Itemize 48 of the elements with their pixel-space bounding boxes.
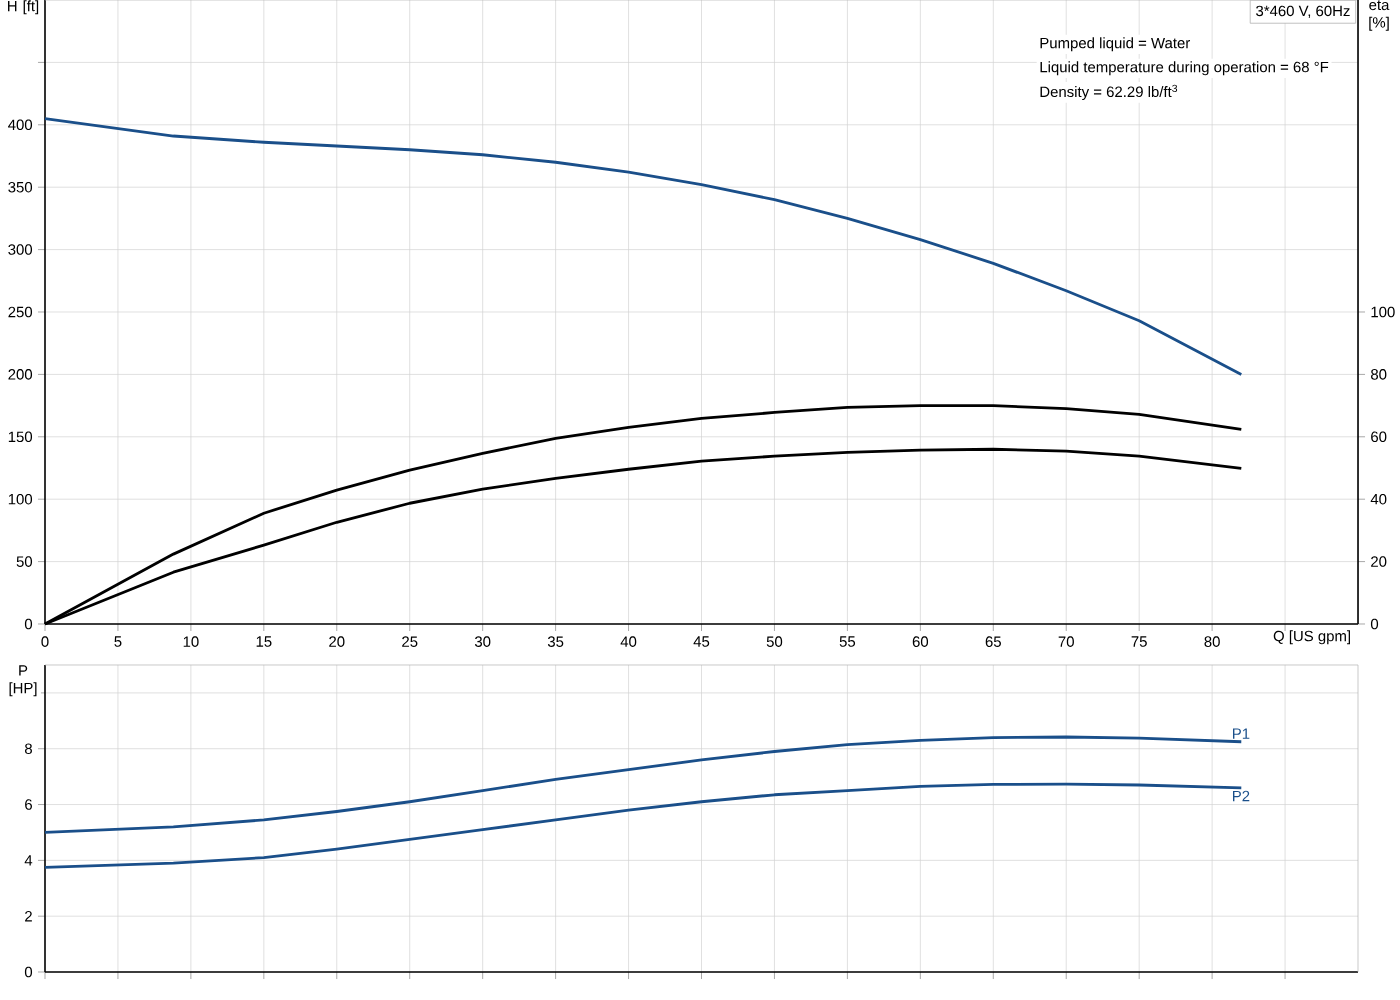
x-tick-label: 5	[114, 636, 122, 647]
y-tick-label: 300	[8, 244, 33, 255]
y-tick-label: 0	[24, 966, 33, 978]
x-tick-label: 80	[1204, 636, 1220, 647]
x-tick-label: 35	[547, 636, 564, 647]
series-label: P2	[1233, 790, 1250, 802]
x-tick-label: 20	[329, 636, 345, 647]
y2-tick-label: 60	[1371, 431, 1387, 443]
annotation: Density = 62.29 lb/ft$^{3}$	[1040, 84, 1178, 101]
line-series	[43, 117, 1243, 376]
x-tick-label: 25	[402, 636, 418, 647]
x-tick-label: 55	[839, 636, 856, 647]
x-tick-label: 75	[1131, 636, 1147, 647]
y2-tick-label: 80	[1371, 369, 1387, 380]
y2-tick-label: 20	[1371, 556, 1387, 567]
x-axis-title: Q [US gpm]	[1273, 630, 1350, 645]
x-tick-label: 45	[693, 636, 710, 647]
y-tick-label: 8	[25, 743, 32, 755]
x-tick-label: 30	[474, 636, 491, 647]
annotation: Pumped liquid = Water	[1040, 37, 1191, 52]
y-tick-label: 200	[8, 369, 33, 380]
x-tick-label: 40	[620, 636, 637, 647]
x-tick-label: 70	[1058, 636, 1074, 647]
y2-tick-label: 40	[1370, 493, 1387, 505]
x-tick-label: 60	[912, 636, 929, 647]
y-tick-label: 250	[8, 306, 33, 318]
annotation: 3*460 V, 60Hz	[1256, 5, 1350, 18]
x-tick-label: 10	[183, 636, 199, 647]
x-tick-label: 0	[41, 636, 49, 647]
y-tick-label: 400	[8, 119, 33, 131]
x-tick-label: 50	[766, 636, 783, 647]
y-tick-label: 50	[16, 556, 33, 567]
y-tick-label: 0	[24, 618, 33, 630]
x-tick-label: 15	[256, 636, 272, 647]
annotation: Liquid temperature during operation = 68 °F	[1040, 61, 1329, 76]
x-tick-label: 65	[985, 636, 1001, 647]
y-tick-label: 350	[8, 181, 33, 193]
y-tick-label: 150	[8, 431, 33, 443]
y2-axis-title: eta [%]	[1369, 0, 1390, 31]
y-tick-label: 4	[24, 855, 33, 866]
y-tick-label: 2	[25, 910, 32, 922]
y-axis-title: P [HP]	[9, 665, 37, 697]
y2-tick-label: 0	[1370, 618, 1379, 630]
series-label: P1	[1233, 728, 1250, 739]
y2-tick-label: 100	[1371, 306, 1395, 318]
y-tick-label: 6	[25, 799, 32, 810]
y-tick-label: 100	[8, 493, 33, 505]
y-axis-title: H [ft]	[8, 0, 39, 15]
